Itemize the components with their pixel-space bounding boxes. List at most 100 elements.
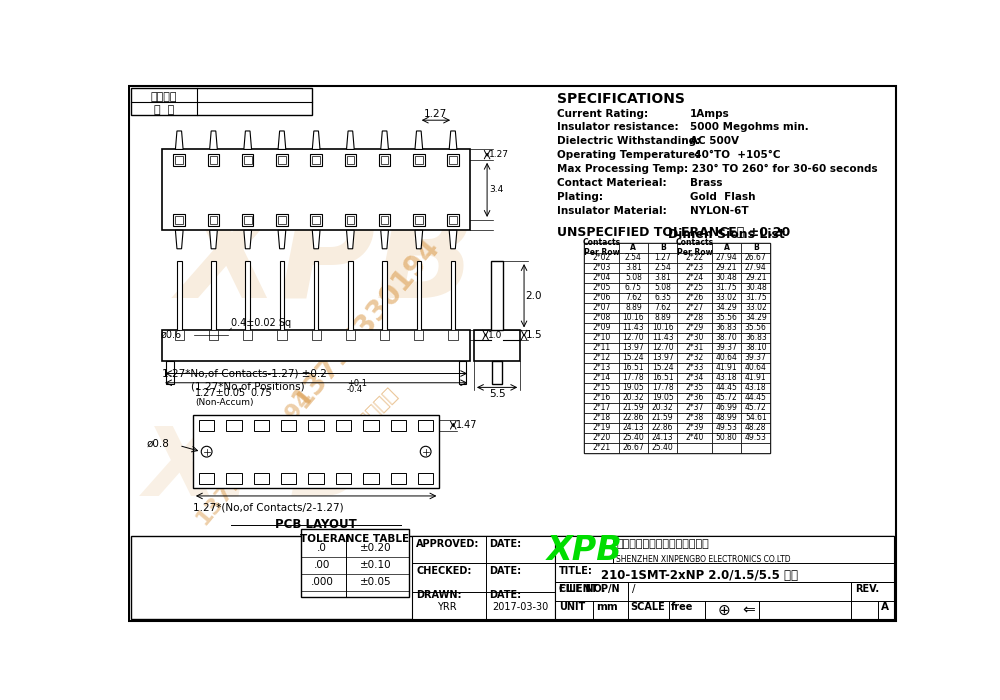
Text: ø0.6: ø0.6 (161, 330, 182, 340)
Bar (712, 353, 741, 363)
Bar (244, 216, 252, 224)
Bar (210, 156, 217, 164)
Polygon shape (244, 230, 252, 248)
Bar (677, 363, 712, 372)
Bar (413, 154, 425, 166)
Text: Insulator Material:: Insulator Material: (557, 206, 667, 216)
Bar (648, 343, 677, 353)
Text: 35.56: 35.56 (716, 313, 737, 322)
Bar (648, 323, 677, 332)
Text: 5000 Megohms min.: 5000 Megohms min. (690, 122, 808, 132)
Polygon shape (210, 131, 217, 150)
Bar (619, 413, 648, 423)
Text: .000: .000 (311, 578, 334, 587)
Text: 2*39: 2*39 (685, 424, 704, 433)
Text: FILE NO.: FILE NO. (559, 584, 605, 594)
Bar (162, 150, 470, 230)
Bar (677, 253, 712, 262)
Bar (584, 383, 619, 393)
Bar (648, 383, 677, 393)
Bar (648, 262, 677, 272)
Bar (648, 243, 677, 253)
Bar (677, 313, 712, 323)
Bar (619, 363, 648, 372)
Text: ±0.05: ±0.05 (360, 578, 392, 587)
Bar (648, 423, 677, 433)
Bar (648, 433, 677, 443)
Text: 2*33: 2*33 (685, 363, 704, 372)
Text: 19.05: 19.05 (623, 384, 644, 392)
Bar (712, 402, 741, 413)
Bar (417, 261, 421, 330)
Bar (555, 536, 894, 620)
Text: Contacts
Per Row: Contacts Per Row (676, 238, 714, 258)
Bar (677, 262, 712, 272)
Bar (242, 214, 253, 225)
Text: 13715330194: 13715330194 (192, 386, 317, 529)
Bar (741, 313, 770, 323)
Text: 2.54: 2.54 (654, 263, 671, 272)
Bar (741, 353, 770, 363)
Polygon shape (347, 131, 354, 150)
Text: Brass: Brass (690, 178, 722, 188)
Text: 39.37: 39.37 (745, 354, 767, 362)
Text: 39.37: 39.37 (716, 343, 737, 352)
Bar (712, 413, 741, 423)
Bar (619, 293, 648, 302)
Bar (175, 156, 183, 164)
Bar (254, 473, 269, 484)
Bar (584, 363, 619, 372)
Bar (712, 372, 741, 383)
Bar (346, 330, 355, 340)
Text: 2*38: 2*38 (685, 413, 704, 422)
Text: 鑫鹏博：: 鑫鹏博： (354, 384, 401, 430)
Text: DATE:: DATE: (489, 566, 522, 576)
Bar (391, 420, 406, 430)
Bar (677, 402, 712, 413)
Text: free: free (671, 603, 693, 612)
Text: 2*13: 2*13 (592, 363, 611, 372)
Bar (712, 363, 741, 372)
Bar (741, 283, 770, 293)
Text: A: A (881, 603, 889, 612)
Polygon shape (244, 131, 252, 150)
Text: 29.21: 29.21 (716, 263, 737, 272)
Text: 3.81: 3.81 (625, 263, 642, 272)
Bar (208, 154, 219, 166)
Text: 25.40: 25.40 (652, 443, 674, 452)
Bar (254, 420, 269, 430)
Bar (584, 332, 619, 343)
Polygon shape (415, 131, 423, 150)
Bar (336, 420, 351, 430)
Text: DATE:: DATE: (489, 539, 522, 549)
Bar (199, 473, 214, 484)
Text: CHECKED:: CHECKED: (416, 566, 472, 576)
Bar (382, 261, 387, 330)
Text: 34.29: 34.29 (745, 313, 767, 322)
Text: Dielectric Withstanding:: Dielectric Withstanding: (557, 136, 700, 146)
Text: XPB: XPB (144, 423, 365, 515)
Text: 2*28: 2*28 (686, 313, 704, 322)
Text: 2.0: 2.0 (526, 290, 542, 301)
Bar (741, 243, 770, 253)
Text: 33.02: 33.02 (745, 303, 767, 312)
Polygon shape (175, 131, 183, 150)
Bar (712, 253, 741, 262)
Text: 22.86: 22.86 (652, 424, 673, 433)
Bar (243, 330, 252, 340)
Bar (584, 393, 619, 402)
Bar (584, 302, 619, 313)
Text: 15.24: 15.24 (652, 363, 673, 372)
Text: 17.78: 17.78 (652, 384, 673, 392)
Bar (280, 261, 284, 330)
Bar (648, 332, 677, 343)
Text: 12.70: 12.70 (623, 333, 644, 342)
Text: 46.99: 46.99 (716, 403, 737, 412)
Text: 2*25: 2*25 (685, 284, 704, 292)
Text: REV.: REV. (855, 584, 879, 594)
Text: 1.0: 1.0 (488, 330, 502, 340)
Bar (415, 156, 423, 164)
Bar (712, 383, 741, 393)
Text: 31.75: 31.75 (716, 284, 737, 292)
Text: 1.5: 1.5 (526, 330, 542, 340)
